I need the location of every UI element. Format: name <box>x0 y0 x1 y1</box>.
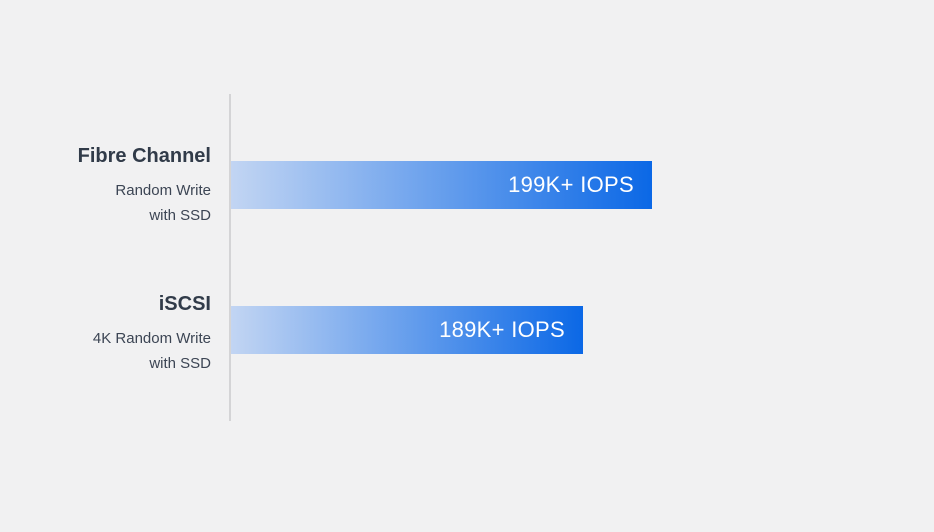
bar-fibre-channel: 199K+ IOPS <box>231 161 652 209</box>
category-sublabel: with SSD <box>149 355 211 372</box>
bar-value-label: 199K+ IOPS <box>508 172 634 197</box>
category-sublabel: Random Write <box>115 182 211 199</box>
category-label-group-fibre-channel: Fibre Channel Random Write with SSD <box>11 143 211 228</box>
y-axis-line <box>229 94 231 421</box>
category-sublabel: with SSD <box>149 207 211 224</box>
category-sublabel: 4K Random Write <box>92 330 211 347</box>
category-label-group-iscsi: iSCSI 4K Random Write with SSD <box>11 291 211 376</box>
category-label-fibre-channel: Fibre Channel <box>77 145 211 167</box>
bar-iscsi: 189K+ IOPS <box>231 306 583 354</box>
category-label-iscsi: iSCSI <box>158 293 211 315</box>
bar-value-label: 189K+ IOPS <box>439 317 565 342</box>
